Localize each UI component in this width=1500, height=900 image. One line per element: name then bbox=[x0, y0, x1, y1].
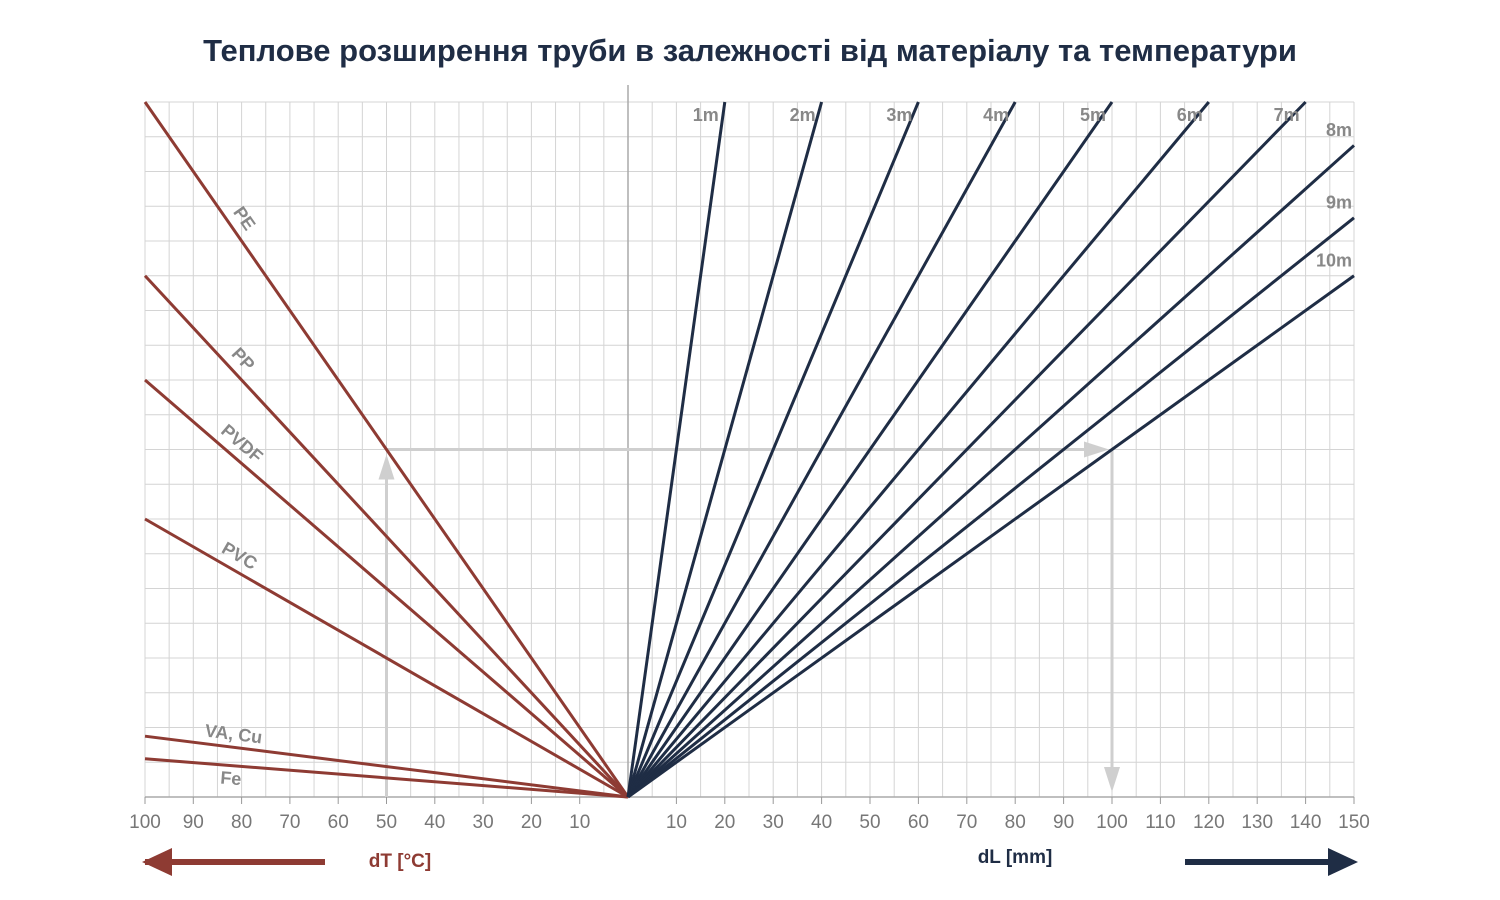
x-right-tick-label: 10 bbox=[666, 812, 687, 833]
length-line bbox=[626, 100, 1307, 799]
x-right-tick-label: 110 bbox=[1145, 812, 1175, 833]
length-line bbox=[626, 101, 727, 798]
x-left-label: dT [°C] bbox=[369, 851, 431, 872]
length-label: 2m bbox=[790, 105, 816, 125]
grid bbox=[144, 85, 1355, 804]
x-left-tick-label: 10 bbox=[569, 812, 590, 833]
length-label: 1m bbox=[693, 105, 719, 125]
x-right-tick-label: 40 bbox=[811, 812, 832, 833]
x-left-tick-label: 50 bbox=[376, 812, 397, 833]
example-arrow bbox=[378, 454, 395, 480]
length-line bbox=[627, 274, 1355, 799]
x-left-tick-label: 80 bbox=[231, 812, 252, 833]
material-line bbox=[143, 101, 630, 798]
x-right-tick-label: 90 bbox=[1053, 812, 1074, 833]
x-right-tick-label: 80 bbox=[1005, 812, 1026, 833]
length-label: 6m bbox=[1177, 105, 1203, 125]
x-left-tick-label: 30 bbox=[473, 812, 494, 833]
x-right-tick-label: 60 bbox=[908, 812, 929, 833]
material-line bbox=[144, 517, 629, 799]
x-right-tick-label: 100 bbox=[1096, 812, 1128, 833]
length-line bbox=[626, 101, 1210, 798]
x-right-tick-label: 20 bbox=[714, 812, 735, 833]
x-left-tick-label: 20 bbox=[521, 812, 542, 833]
x-right-tick-label: 130 bbox=[1241, 812, 1273, 833]
x-left-tick-label: 90 bbox=[183, 812, 204, 833]
length-label: 8m bbox=[1326, 120, 1352, 140]
x-right-tick-label: 70 bbox=[956, 812, 977, 833]
length-line bbox=[626, 101, 1017, 798]
length-line bbox=[626, 101, 920, 798]
x-left-tick-label: 70 bbox=[279, 812, 300, 833]
material-line bbox=[144, 378, 629, 799]
labels: 100 90 80 70 60 50 40 30 20 10 10 20 30 40 50 60 70 80 90 1… bbox=[129, 105, 1370, 833]
length-line bbox=[626, 101, 1114, 798]
x-right-tick-label: 150 bbox=[1338, 812, 1370, 833]
material-label: PVC bbox=[219, 538, 261, 574]
length-label: 10m bbox=[1316, 251, 1352, 271]
length-line bbox=[626, 101, 824, 798]
x-right-tick-label: 140 bbox=[1290, 812, 1322, 833]
example-arrow bbox=[1104, 767, 1120, 792]
length-line bbox=[627, 216, 1355, 799]
length-label: 7m bbox=[1274, 105, 1300, 125]
material-line bbox=[144, 734, 629, 799]
length-label: 3m bbox=[886, 105, 912, 125]
material-line bbox=[144, 757, 629, 799]
left-arrow-head bbox=[142, 848, 172, 876]
chart-title: Теплове розширення труби в залежності ві… bbox=[203, 33, 1297, 68]
material-label: Fe bbox=[220, 768, 243, 790]
material-line bbox=[143, 274, 630, 799]
length-label: 4m bbox=[983, 105, 1009, 125]
x-right-tick-label: 120 bbox=[1193, 812, 1225, 833]
marks bbox=[143, 100, 1356, 799]
x-right-tick-label: 50 bbox=[859, 812, 880, 833]
x-left-tick-label: 100 bbox=[129, 812, 161, 833]
example-arrow bbox=[1084, 441, 1109, 458]
x-right-label: dL [mm] bbox=[978, 847, 1053, 868]
x-right-tick-label: 30 bbox=[763, 812, 784, 833]
length-label: 9m bbox=[1326, 193, 1352, 213]
length-line bbox=[626, 144, 1356, 799]
right-arrow-head bbox=[1328, 848, 1358, 876]
x-left-tick-label: 60 bbox=[328, 812, 349, 833]
x-left-tick-label: 40 bbox=[424, 812, 445, 833]
length-label: 5m bbox=[1080, 105, 1106, 125]
